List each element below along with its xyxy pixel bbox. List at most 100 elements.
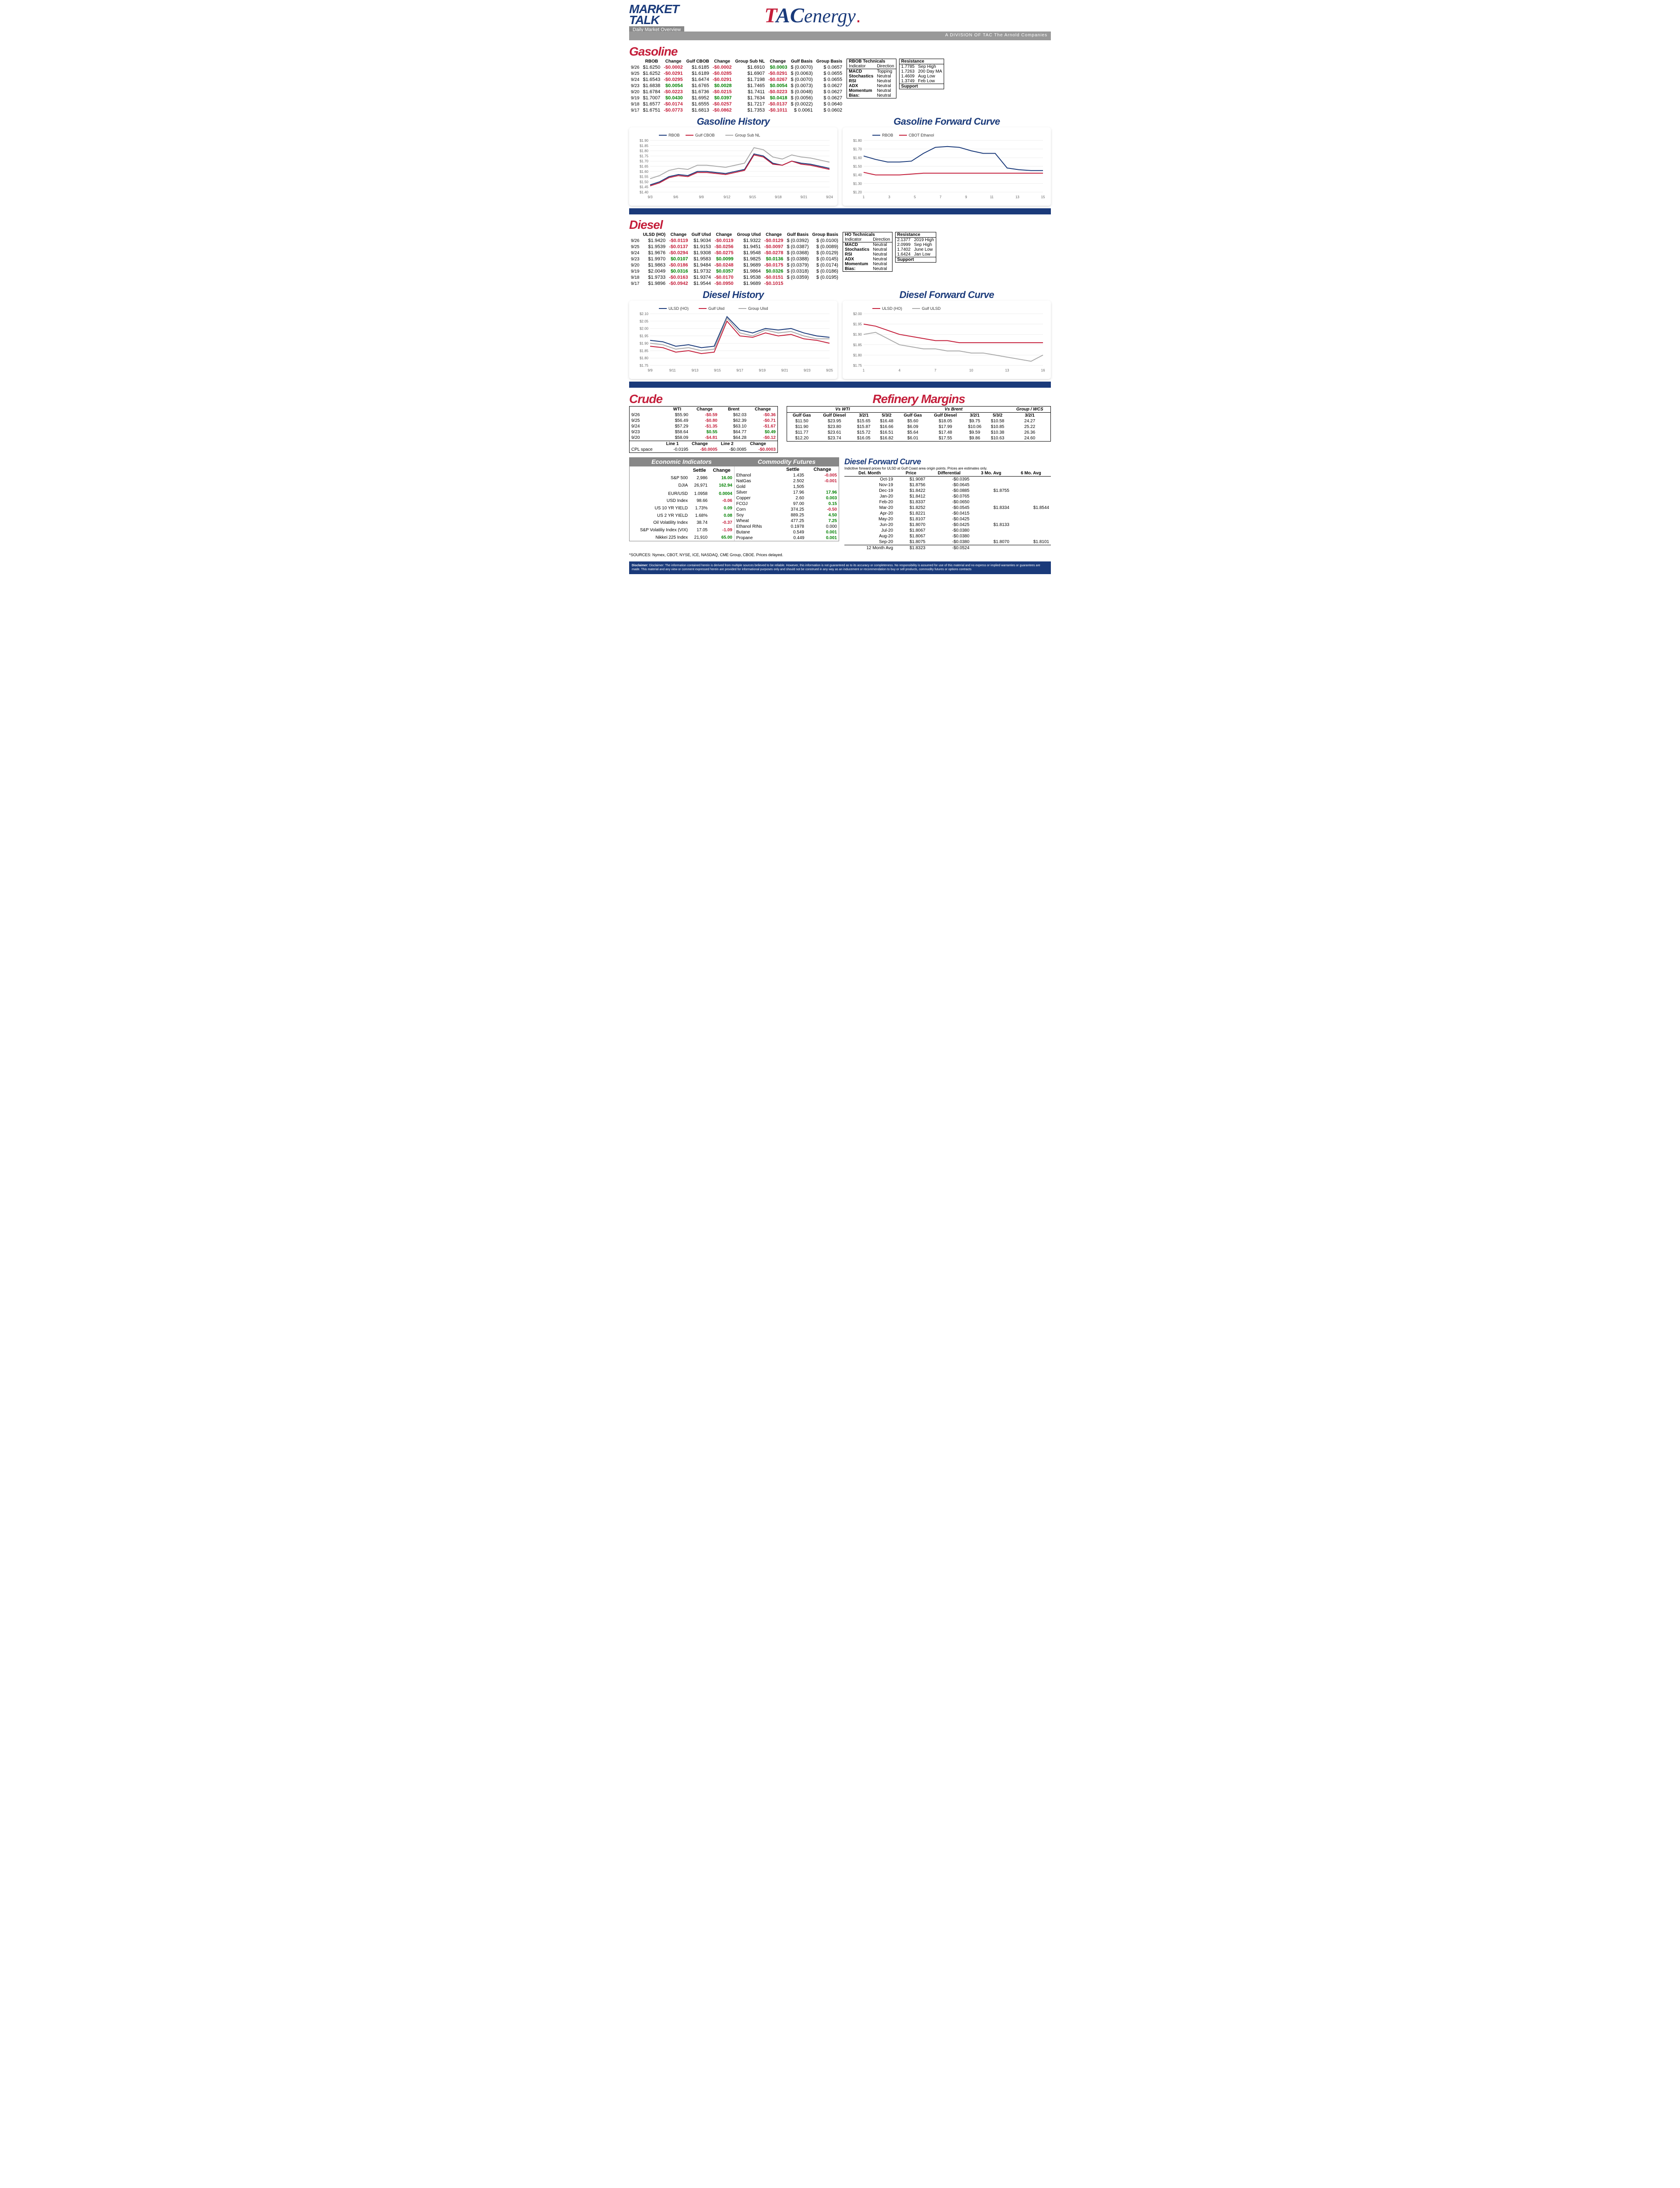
svg-text:9/21: 9/21 [781, 368, 788, 372]
svg-text:9/25: 9/25 [826, 368, 833, 372]
tac-division: A DIVISION OF TAC The Arnold Companies [945, 33, 1047, 38]
svg-text:Gulf Ulsd: Gulf Ulsd [708, 306, 724, 311]
svg-text:$1.85: $1.85 [640, 144, 649, 148]
econ-table: SettleChangeS&P 5002,98616.00DJIA26,9711… [630, 466, 734, 541]
svg-text:$1.90: $1.90 [640, 139, 649, 143]
header-stripe: A DIVISION OF TAC The Arnold Companies [629, 32, 1051, 40]
svg-text:$1.45: $1.45 [640, 186, 649, 189]
svg-text:$1.95: $1.95 [853, 323, 862, 326]
svg-text:9/9: 9/9 [699, 195, 704, 199]
refinery-margins-table: Vs WTIVs BrentGroup / WCSGulf GasGulf Di… [787, 406, 1051, 442]
svg-text:5: 5 [914, 195, 916, 199]
disclaimer: Disclaimer: Disclaimer: The information … [629, 561, 1051, 574]
svg-text:$1.90: $1.90 [853, 333, 862, 337]
diesel-table: ULSD (HO)ChangeGulf UlsdChangeGroup Ulsd… [629, 232, 840, 287]
svg-text:9/15: 9/15 [714, 368, 721, 372]
diesel-forward-chart: $1.75$1.80$1.85$1.90$1.95$2.00147101316U… [843, 301, 1051, 379]
gas-forward-title: Gasoline Forward Curve [843, 116, 1051, 127]
svg-text:1: 1 [863, 195, 865, 199]
svg-text:16: 16 [1041, 368, 1045, 372]
diesel-resistance: Resistance2.13772019 High2.0999Sep High1… [895, 232, 936, 263]
gasoline-resistance: Resistance1.7785Sep High1.7263200 Day MA… [899, 59, 945, 89]
svg-text:$1.70: $1.70 [640, 160, 649, 164]
svg-text:$1.75: $1.75 [853, 364, 862, 368]
svg-text:11: 11 [990, 195, 994, 199]
sources-note: *SOURCES: Nymex, CBOT, NYSE, ICE, NASDAQ… [629, 553, 1051, 557]
svg-text:RBOB: RBOB [882, 133, 893, 137]
svg-text:$1.75: $1.75 [640, 364, 649, 368]
svg-text:15: 15 [1041, 195, 1045, 199]
svg-text:$1.80: $1.80 [853, 354, 862, 358]
svg-text:$2.05: $2.05 [640, 319, 649, 323]
gas-history-chart: $1.40$1.45 $1.50$1.55$1.60 $1.65$1.70 $1.75… [629, 127, 837, 206]
svg-text:9/3: 9/3 [648, 195, 653, 199]
svg-text:$1.60: $1.60 [853, 156, 862, 160]
econ-title: Economic Indicators [629, 457, 734, 466]
svg-text:9/12: 9/12 [724, 195, 731, 199]
svg-text:$1.80: $1.80 [853, 139, 862, 143]
svg-text:ULSD (HO): ULSD (HO) [668, 306, 689, 311]
svg-text:9/23: 9/23 [804, 368, 811, 372]
svg-text:9/17: 9/17 [736, 368, 743, 372]
svg-text:13: 13 [1005, 368, 1009, 372]
svg-text:$1.70: $1.70 [853, 147, 862, 151]
svg-text:9: 9 [965, 195, 967, 199]
svg-text:9/9: 9/9 [648, 368, 653, 372]
svg-text:9/18: 9/18 [775, 195, 782, 199]
svg-text:13: 13 [1015, 195, 1019, 199]
svg-text:$1.40: $1.40 [640, 190, 649, 194]
svg-text:$1.55: $1.55 [640, 175, 649, 179]
header: MARKET TALK Daily Market Overview TACene… [629, 4, 1051, 40]
svg-text:$2.00: $2.00 [853, 312, 862, 316]
mt-talk: TALK [629, 14, 684, 25]
svg-text:$2.10: $2.10 [640, 312, 649, 316]
svg-text:Group Sub NL: Group Sub NL [735, 133, 760, 137]
svg-text:Gulf ULSD: Gulf ULSD [922, 306, 941, 311]
svg-text:$1.85: $1.85 [640, 349, 649, 353]
svg-text:4: 4 [899, 368, 901, 372]
svg-text:$1.80: $1.80 [640, 149, 649, 153]
divider-band-2 [629, 382, 1051, 388]
svg-text:$1.20: $1.20 [853, 190, 862, 194]
refinery-title: Refinery Margins [787, 392, 1051, 406]
svg-text:9/6: 9/6 [673, 195, 679, 199]
commodity-table: SettleChangeEthanol1.435-0.005NatGas2.50… [734, 466, 839, 541]
svg-text:$1.85: $1.85 [853, 343, 862, 347]
svg-text:$1.30: $1.30 [853, 182, 862, 186]
gasoline-technicals: RBOB TechnicalsIndicatorDirectionMACDTop… [847, 59, 896, 98]
diesel-forward-curve-table: Del. MonthPriceDifferential3 Mo. Avg6 Mo… [844, 470, 1051, 551]
svg-text:9/21: 9/21 [801, 195, 808, 199]
gasoline-title: Gasoline [629, 45, 1051, 59]
divider-band [629, 208, 1051, 214]
svg-text:CBOT Ethanol: CBOT Ethanol [909, 133, 934, 137]
diesel-forward-title: Diesel Forward Curve [843, 289, 1051, 301]
svg-text:1: 1 [863, 368, 865, 372]
svg-text:$1.80: $1.80 [640, 357, 649, 361]
svg-text:9/13: 9/13 [692, 368, 699, 372]
svg-text:$1.60: $1.60 [640, 170, 649, 174]
diesel-technicals: HO TechnicalsIndicatorDirectionMACDNeutr… [843, 232, 892, 272]
diesel-history-title: Diesel History [629, 289, 837, 301]
svg-text:10: 10 [970, 368, 973, 372]
dfc-title: Diesel Forward Curve [844, 457, 1051, 466]
svg-text:$1.50: $1.50 [853, 165, 862, 168]
svg-text:$1.95: $1.95 [640, 334, 649, 338]
dfc-note: Indicitive forward prices for ULSD at Gu… [844, 466, 1051, 470]
svg-text:$2.00: $2.00 [640, 327, 649, 331]
svg-text:$1.65: $1.65 [640, 165, 649, 168]
gas-history-title: Gasoline History [629, 116, 837, 127]
diesel-title: Diesel [629, 218, 1051, 232]
svg-text:3: 3 [888, 195, 890, 199]
crude-title: Crude [629, 392, 778, 406]
svg-text:ULSD (HO): ULSD (HO) [882, 306, 902, 311]
commod-title: Commodity Futures [734, 457, 839, 466]
svg-text:$1.40: $1.40 [853, 173, 862, 177]
svg-text:Gulf CBOB: Gulf CBOB [695, 133, 715, 137]
crude-table: WTIChangeBrentChange9/26$55.90-$0.59$62.… [629, 406, 778, 453]
svg-text:$1.50: $1.50 [640, 180, 649, 184]
svg-text:7: 7 [939, 195, 942, 199]
market-talk-logo: MARKET TALK Daily Market Overview [629, 4, 684, 33]
svg-text:Group Ulsd: Group Ulsd [748, 306, 768, 311]
svg-text:$1.75: $1.75 [640, 154, 649, 158]
disclaimer-text: Disclaimer: The information contained he… [632, 564, 1040, 571]
